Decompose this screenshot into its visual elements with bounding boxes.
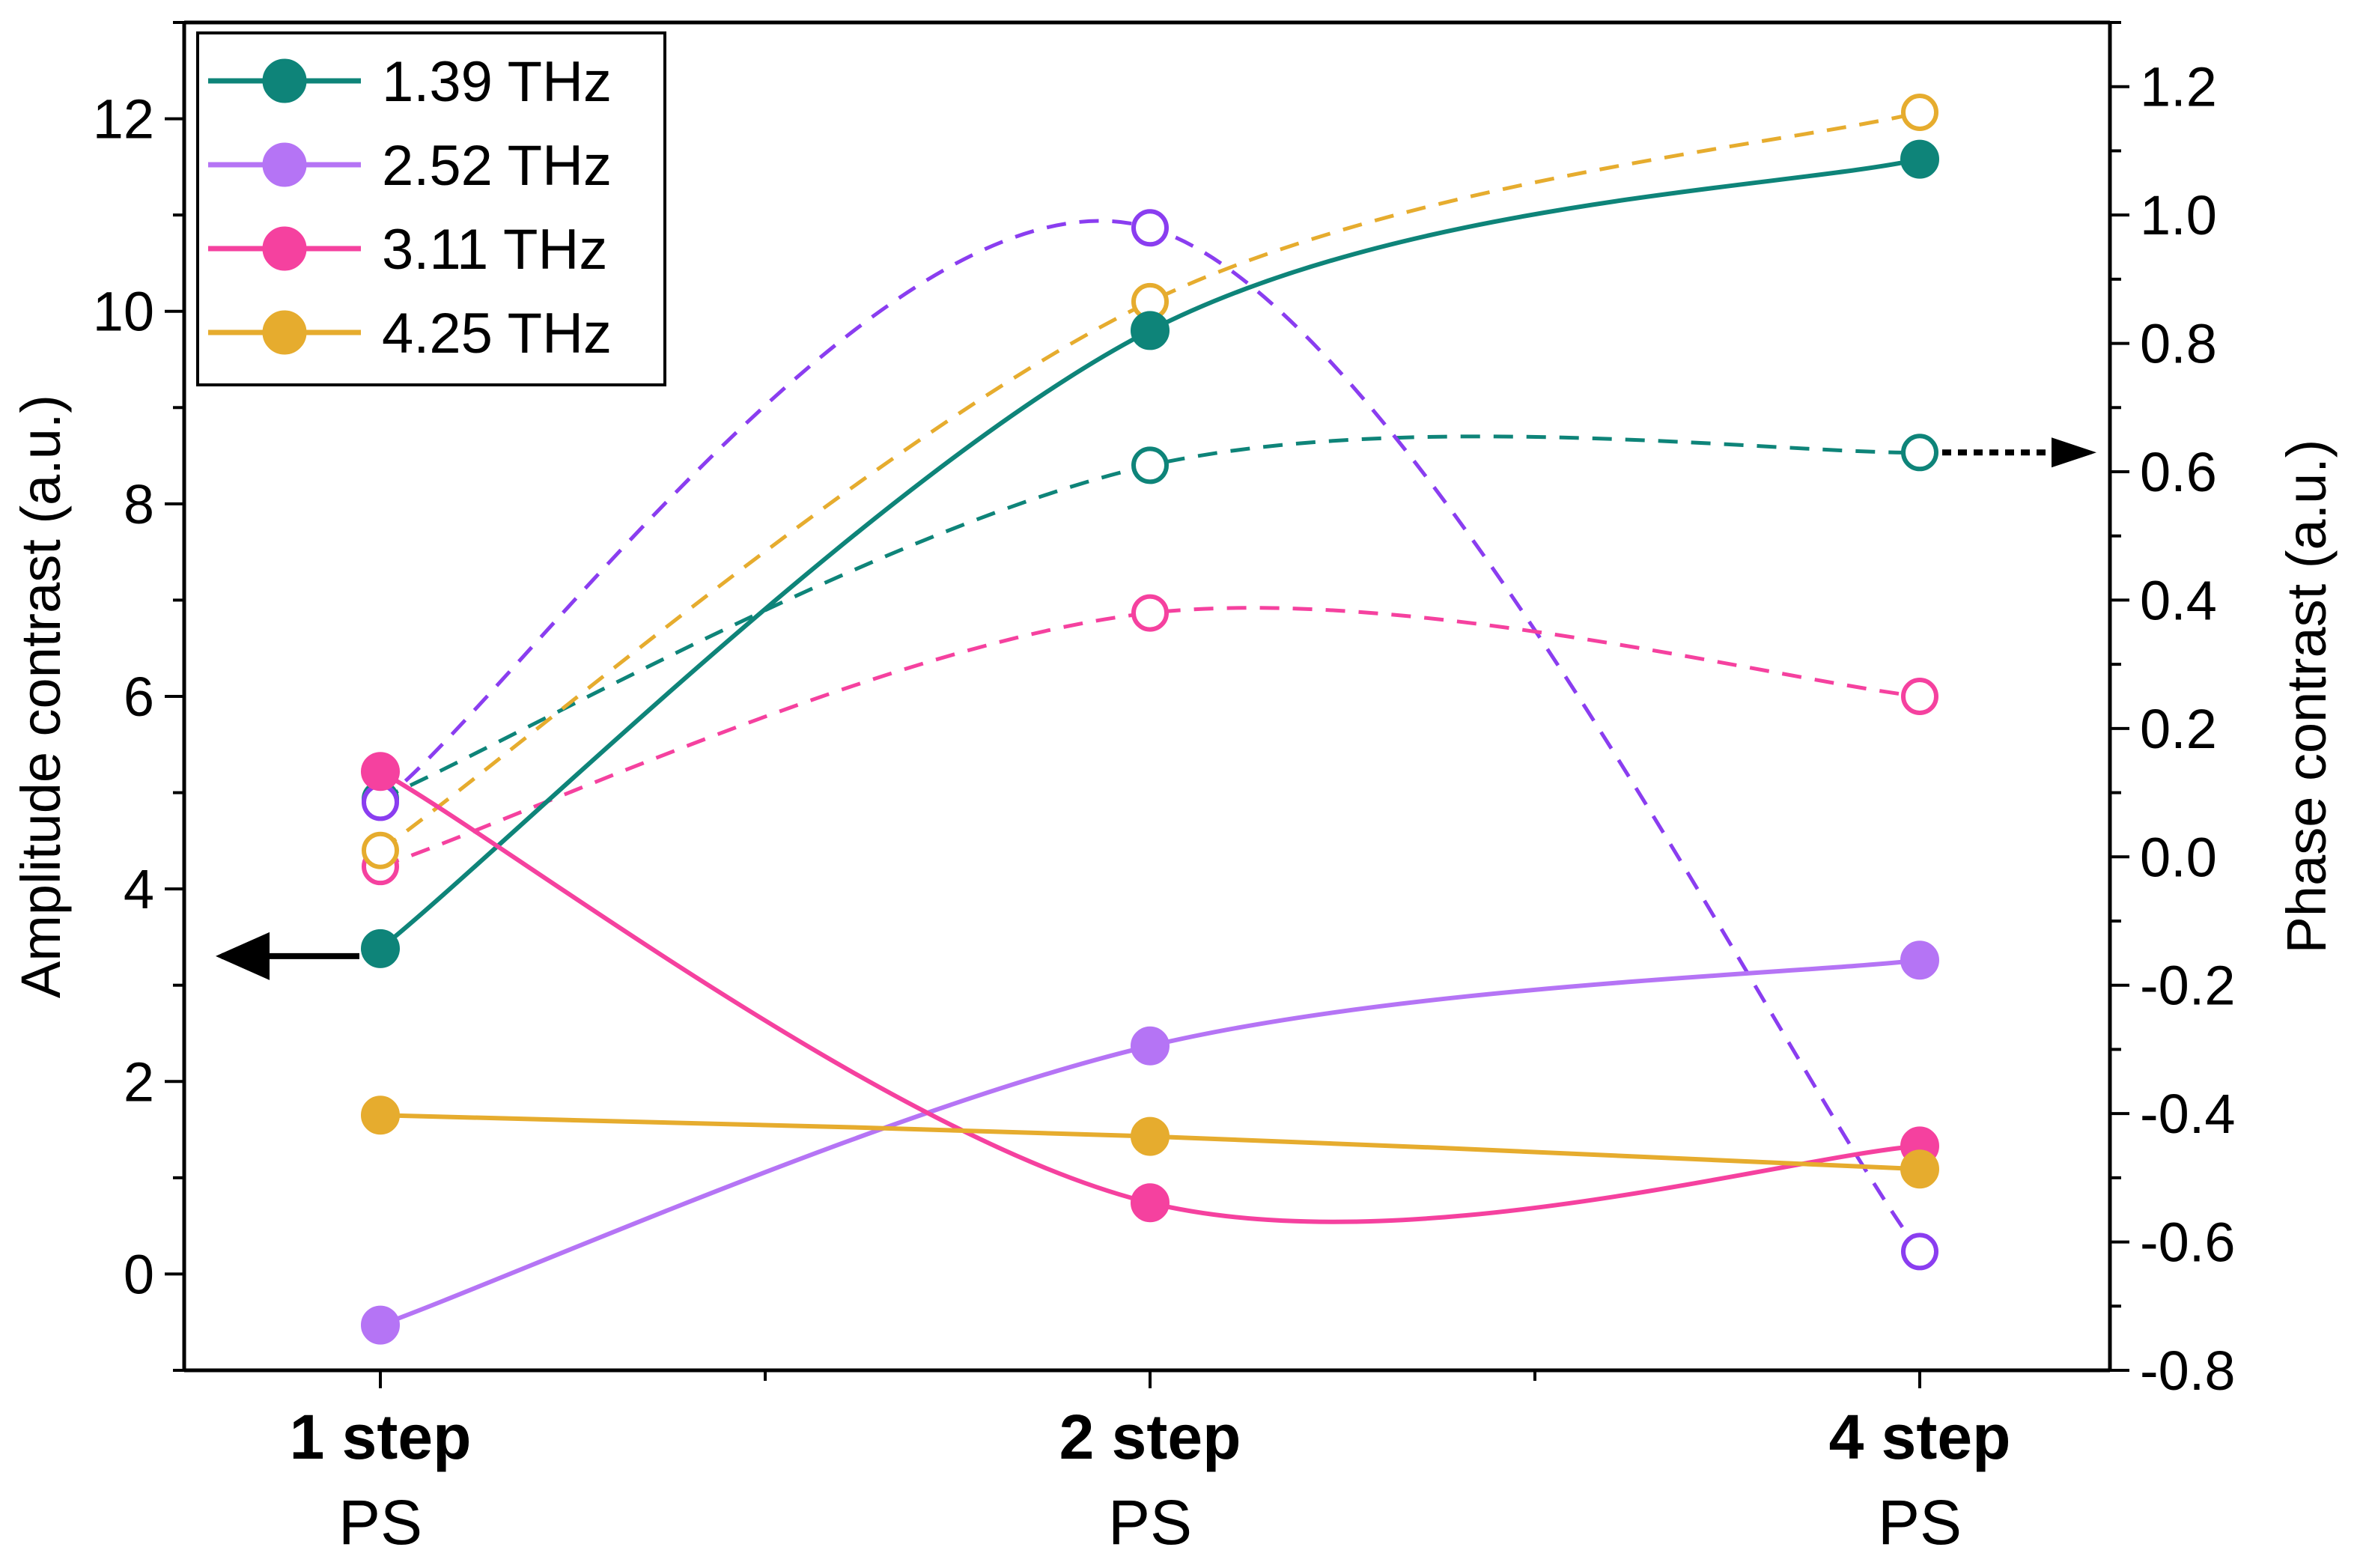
legend-label-3-11-thz: 3.11 THz	[382, 218, 607, 282]
phase-point-1-39-thz-2	[1131, 446, 1169, 484]
phase-point-4-25-thz-3	[1901, 94, 1938, 131]
y-axis-title-left: Amplitude contrast (a.u.)	[10, 395, 72, 998]
phase-line-2-52-thz	[379, 219, 1921, 1253]
phase-point-4-25-thz-1	[362, 831, 399, 869]
amplitude-point-1-39-thz-1	[361, 929, 400, 968]
legend-label-1-39-thz: 1.39 THz	[382, 50, 612, 114]
right-tick-label: -0.2	[2140, 955, 2236, 1017]
x-tick-sublabel: PS	[1108, 1487, 1192, 1558]
left-tick-label: 10	[93, 281, 154, 343]
annotations	[216, 437, 2096, 980]
amplitude-point-4-25-thz-3	[1900, 1149, 1939, 1189]
right-axis-arrow-head	[2052, 437, 2096, 468]
legend-label-2-52-thz: 2.52 THz	[382, 134, 612, 198]
phase-point-3-11-thz-3	[1901, 678, 1938, 715]
left-tick-label: 2	[124, 1051, 154, 1113]
right-tick-label: 0.8	[2140, 313, 2217, 375]
amplitude-point-2-52-thz-2	[1131, 1026, 1170, 1066]
y-axis-title-right: Phase contrast (a.u.)	[2275, 440, 2338, 954]
left-tick-label: 12	[93, 88, 154, 151]
x-tick-sublabel: PS	[1878, 1487, 1962, 1558]
legend-marker-2-52-thz	[262, 142, 307, 187]
right-tick-label: -0.6	[2140, 1212, 2236, 1274]
right-tick-label: 0.2	[2140, 698, 2217, 760]
legend-label-4-25-thz: 4.25 THz	[382, 302, 612, 365]
amplitude-line-1-39-thz	[379, 157, 1920, 951]
phase-point-3-11-thz-2	[1131, 594, 1169, 632]
left-tick-label: 0	[124, 1243, 154, 1305]
x-tick-sublabel: PS	[338, 1487, 422, 1558]
right-tick-label: -0.8	[2140, 1340, 2236, 1402]
axes: 0 2 4 6 8 10 12 -0.8 -0.6 -0.4 -0.2 0.0 0.2 0.4 0.6 0.8…	[10, 20, 2338, 1558]
amplitude-point-1-39-thz-3	[1900, 139, 1939, 179]
phase-line-3-11-thz	[380, 606, 1920, 869]
amplitude-points	[361, 139, 1939, 1345]
right-tick-label: 0.0	[2140, 826, 2217, 888]
left-tick-label: 4	[124, 858, 154, 920]
amplitude-point-2-52-thz-3	[1900, 941, 1939, 980]
legend-marker-4-25-thz	[262, 310, 307, 355]
x-tick-label: 1 step	[290, 1402, 472, 1472]
amplitude-point-1-39-thz-2	[1131, 311, 1170, 350]
amplitude-point-4-25-thz-2	[1131, 1116, 1170, 1156]
right-tick-label: 0.4	[2140, 569, 2217, 631]
amplitude-point-3-11-thz-1	[361, 752, 400, 791]
right-tick-label: -0.4	[2140, 1083, 2236, 1145]
legend-marker-1-39-thz	[262, 58, 307, 103]
phase-points	[362, 94, 1938, 1271]
amplitude-point-4-25-thz-1	[361, 1096, 400, 1135]
right-tick-label: 0.6	[2140, 441, 2217, 503]
amplitude-point-3-11-thz-2	[1131, 1183, 1170, 1223]
right-tick-label: 1.2	[2140, 56, 2217, 118]
phase-point-2-52-thz-2	[1131, 209, 1169, 247]
x-tick-label: 2 step	[1059, 1402, 1241, 1472]
left-tick-label: 6	[124, 666, 154, 728]
x-tick-label: 4 step	[1829, 1402, 2011, 1472]
phase-point-1-39-thz-3	[1901, 434, 1938, 472]
left-tick-label: 8	[124, 473, 154, 535]
amplitude-point-2-52-thz-1	[361, 1305, 400, 1345]
phase-point-2-52-thz-3	[1901, 1233, 1938, 1271]
legend-marker-3-11-thz	[262, 226, 307, 271]
legend: 1.39 THz 2.52 THz 3.11 THz 4.25 THz	[196, 31, 666, 386]
right-tick-label: 1.0	[2140, 184, 2217, 246]
